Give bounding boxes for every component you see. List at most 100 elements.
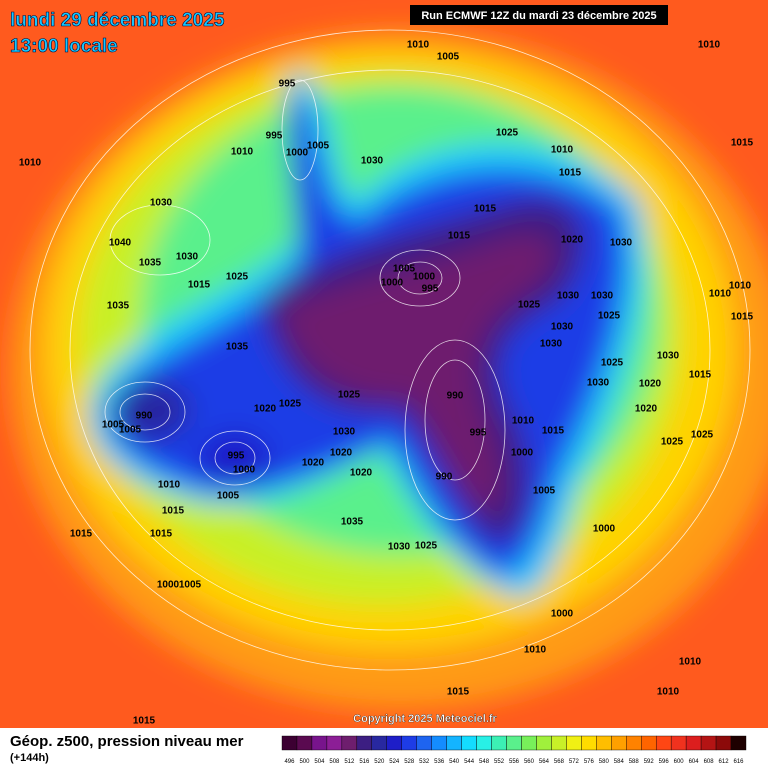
legend-swatch: [626, 735, 642, 751]
isobar-label: 1030: [540, 339, 563, 350]
isobar-label: 1005: [307, 141, 330, 152]
legend-label: 544: [464, 759, 475, 765]
isobar-label: 1015: [70, 529, 93, 540]
isobar-label: 1000: [511, 448, 534, 459]
isobar-label: 1030: [557, 291, 580, 302]
legend-swatch: [611, 735, 627, 751]
copyright: Copyright 2025 Meteociel.fr: [353, 713, 497, 725]
legend-swatch: [521, 735, 537, 751]
isobar-label: 990: [447, 391, 464, 402]
isobar-label: 990: [136, 411, 153, 422]
isobar-label: 1035: [341, 517, 364, 528]
isobar-label: 1010: [407, 40, 430, 51]
isobar-label: 1015: [731, 138, 754, 149]
isobar-label: 1005: [217, 491, 240, 502]
isobar-label: 1005: [119, 425, 142, 436]
legend-label: 588: [629, 759, 640, 765]
legend-swatch: [461, 735, 477, 751]
legend-label: 552: [494, 759, 505, 765]
legend-label: 572: [569, 759, 580, 765]
legend-swatch: [641, 735, 657, 751]
isobar-label: 1030: [551, 322, 574, 333]
legend-swatch: [596, 735, 612, 751]
legend-swatch: [730, 735, 747, 751]
legend-label: 608: [704, 759, 715, 765]
isobar-label: 1020: [350, 468, 373, 479]
legend-label: 520: [374, 759, 385, 765]
legend-swatch: [356, 735, 373, 751]
isobar-label: 1005: [437, 52, 460, 63]
field: [0, 0, 768, 728]
legend-swatch: [416, 735, 432, 751]
isobar-label: 995: [228, 451, 245, 462]
isobar-label: 1025: [601, 358, 624, 369]
isobar-label: 1025: [691, 430, 714, 441]
isobar-label: 1015: [447, 687, 470, 698]
legend-label: 496: [284, 759, 295, 765]
legend-swatch: [551, 735, 567, 751]
isobar-label: 1015: [559, 168, 582, 179]
legend-label: 512: [344, 759, 355, 765]
legend-label: 580: [599, 759, 610, 765]
legend-swatch: [446, 735, 462, 751]
legend-label: 560: [524, 759, 535, 765]
legend-swatch: [700, 735, 717, 751]
legend-label: 596: [659, 759, 670, 765]
isobar-label: 1000: [413, 272, 436, 283]
legend-label: 612: [719, 759, 730, 765]
legend-swatch: [311, 735, 328, 751]
run-info: Run ECMWF 12Z du mardi 23 décembre 2025: [421, 10, 656, 22]
isobar-label: 1005: [533, 486, 556, 497]
isobar-label: 1010: [158, 480, 181, 491]
legend-swatch: [386, 735, 402, 751]
isobar-label: 1030: [657, 351, 680, 362]
legend-swatch: [476, 735, 492, 751]
isobar-label: 1010: [512, 416, 535, 427]
footer-title: Géop. z500, pression niveau mer: [10, 733, 244, 750]
isobar-label: 1025: [661, 437, 684, 448]
legend-label: 584: [614, 759, 625, 765]
isobar-label: 1030: [333, 427, 356, 438]
isobar-label: 1010: [231, 147, 254, 158]
isobar-label: 1020: [330, 448, 353, 459]
isobar-label: 1000: [157, 580, 180, 591]
legend-label: 568: [554, 759, 565, 765]
isobar-label: 1025: [518, 300, 541, 311]
legend-label: 532: [419, 759, 430, 765]
isobar-label: 1030: [388, 542, 411, 553]
isobar-label: 1015: [150, 529, 173, 540]
legend-swatch: [536, 735, 552, 751]
isobar-label: 1025: [598, 311, 621, 322]
isobar-label: 995: [266, 131, 283, 142]
isobar-label: 1025: [496, 128, 519, 139]
isobar-label: 1035: [226, 342, 249, 353]
legend-label: 604: [689, 759, 700, 765]
legend-swatch: [371, 735, 387, 751]
isobar-label: 1005: [179, 580, 202, 591]
legend-swatch: [296, 735, 313, 751]
isobar-labels: 1010100510109959951000100510101030102510…: [19, 40, 754, 727]
isobar-label: 1010: [698, 40, 721, 51]
isobar-label: 1025: [415, 541, 438, 552]
isobar-label: 1015: [542, 426, 565, 437]
legend-label: 548: [479, 759, 490, 765]
legend-label: 576: [584, 759, 595, 765]
isobar-label: 1010: [657, 687, 680, 698]
isobar-label: 1000: [551, 609, 574, 620]
isobar-label: 1015: [474, 204, 497, 215]
isobar-label: 1010: [679, 657, 702, 668]
legend-swatch: [326, 735, 343, 751]
isobar-label: 1015: [188, 280, 211, 291]
isobar-label: 1015: [731, 312, 754, 323]
legend-swatch: [685, 735, 702, 751]
legend-swatch: [715, 735, 732, 751]
isobar-label: 1030: [361, 156, 384, 167]
isobar-label: 1030: [150, 198, 173, 209]
legend-label: 500: [299, 759, 310, 765]
legend-label: 540: [449, 759, 460, 765]
isobar-label: 1035: [107, 301, 130, 312]
legend-swatch: [431, 735, 447, 751]
isobar-label: 1000: [593, 524, 616, 535]
isobar-label: 1035: [139, 258, 162, 269]
isobar-label: 1010: [709, 289, 732, 300]
